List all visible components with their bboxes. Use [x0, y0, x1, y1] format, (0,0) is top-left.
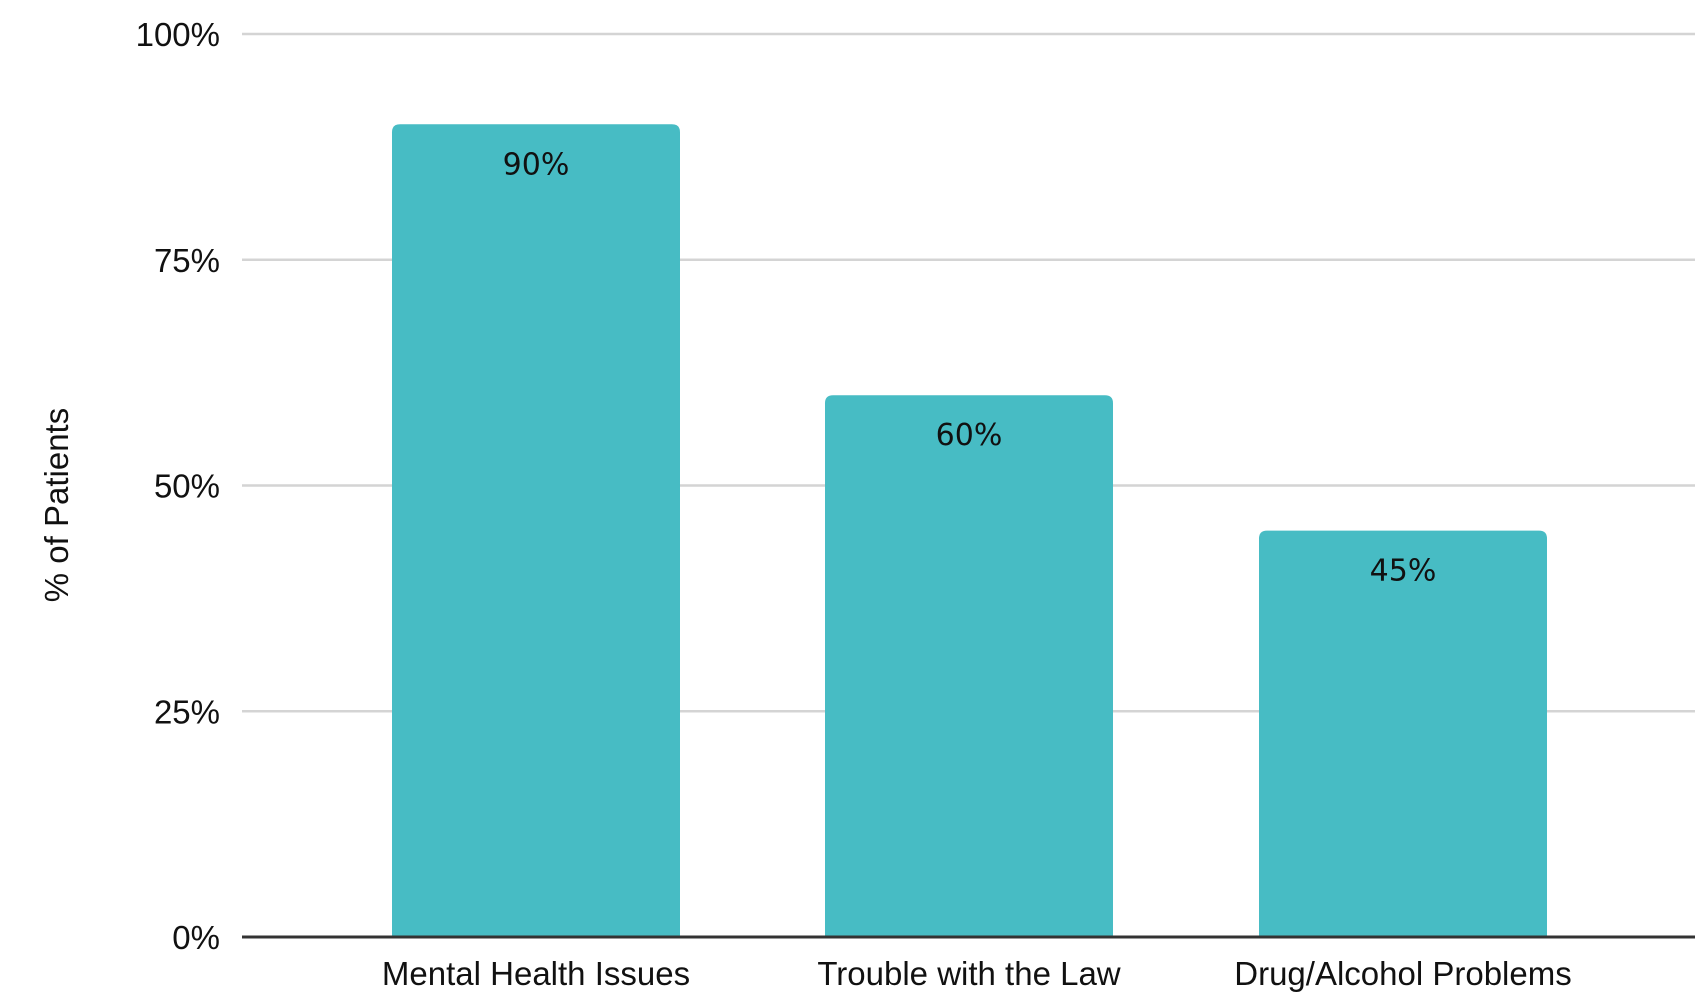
- y-tick-label: 25%: [154, 693, 220, 730]
- y-tick-label: 75%: [154, 242, 220, 279]
- bar-value-label: 90%: [503, 147, 570, 182]
- bar-value-label: 60%: [936, 418, 1003, 453]
- x-category-label: Drug/Alcohol Problems: [1234, 955, 1571, 992]
- x-axis-category-labels: Mental Health Issues Trouble with the Law…: [382, 955, 1572, 992]
- y-axis-title: % of Patients: [38, 408, 75, 602]
- bar: [1259, 530, 1547, 937]
- x-category-label: Mental Health Issues: [382, 955, 690, 992]
- bars: 90% 60% 45%: [392, 124, 1547, 938]
- y-tick-label: 50%: [154, 468, 220, 505]
- x-category-label: Trouble with the Law: [817, 955, 1120, 992]
- bar: [825, 395, 1113, 937]
- bar: [392, 124, 680, 938]
- y-tick-label: 100%: [136, 16, 220, 53]
- y-tick-label: 0%: [172, 919, 220, 956]
- bar-value-label: 45%: [1370, 554, 1437, 589]
- y-axis-tick-labels: 0% 25% 50% 75% 100%: [136, 16, 220, 956]
